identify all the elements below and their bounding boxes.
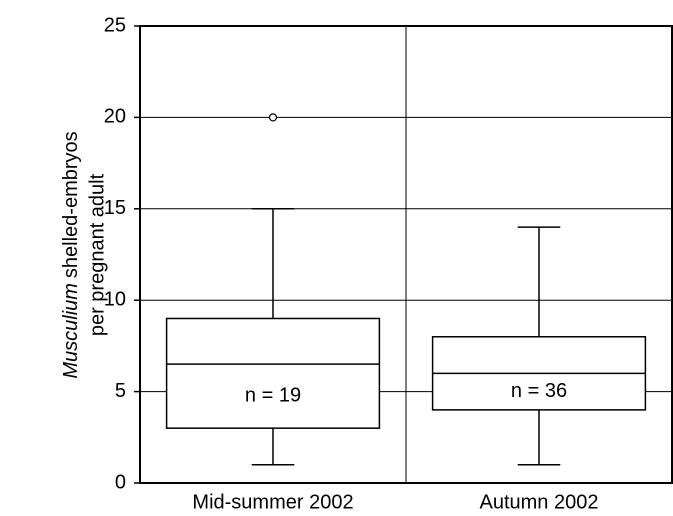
y-tick-label: 25 (104, 14, 126, 36)
box (165, 317, 381, 429)
y-axis-label-line2: per pregnant adult (86, 173, 108, 336)
y-tick-label: 10 (104, 288, 126, 310)
x-tick-label: Autumn 2002 (480, 491, 599, 513)
y-label-italic: Musculium (60, 283, 82, 379)
y-tick-label: 15 (104, 197, 126, 219)
annotation: n = 36 (511, 380, 567, 402)
y-tick-label: 0 (115, 471, 126, 493)
plot-frame (139, 25, 673, 484)
y-label-rest: shelled-embryos (60, 131, 82, 278)
annotation: n = 19 (245, 384, 301, 406)
x-tick-label: Mid-summer 2002 (192, 491, 353, 513)
y-tick-label: 5 (115, 380, 126, 402)
outlier (268, 113, 278, 122)
y-tick-label: 20 (104, 106, 126, 128)
y-axis-label: Musculium shelled-embryos (60, 131, 82, 378)
